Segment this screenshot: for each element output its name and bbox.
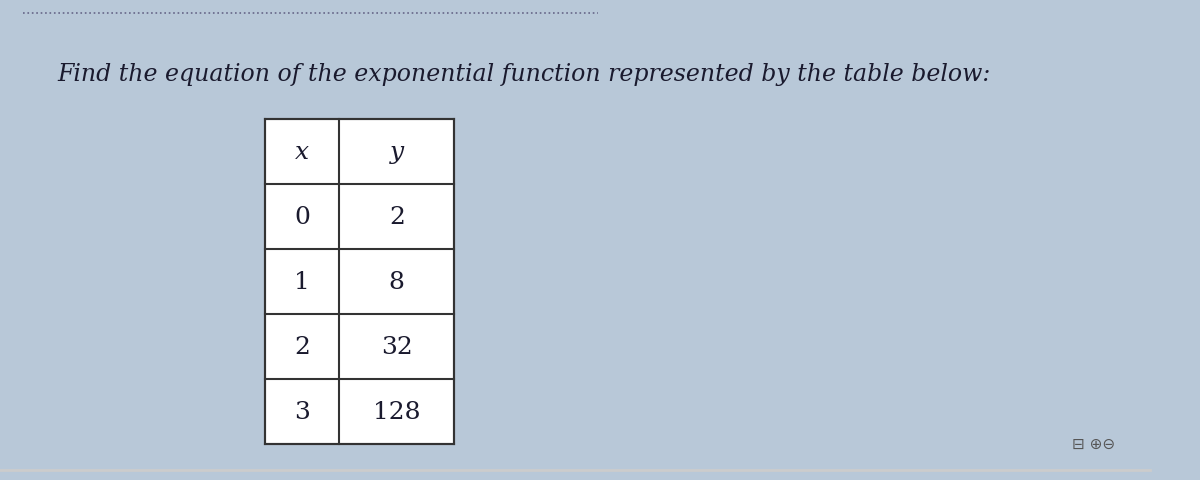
Text: 0: 0 bbox=[294, 206, 310, 228]
Text: 8: 8 bbox=[389, 271, 404, 293]
Text: 3: 3 bbox=[294, 400, 310, 423]
Text: 2: 2 bbox=[294, 336, 310, 358]
FancyBboxPatch shape bbox=[264, 120, 455, 444]
Text: 1: 1 bbox=[294, 271, 310, 293]
Text: ⊟ ⊕⊖: ⊟ ⊕⊖ bbox=[1073, 436, 1116, 451]
Text: 2: 2 bbox=[389, 206, 404, 228]
Text: 32: 32 bbox=[380, 336, 413, 358]
Text: 128: 128 bbox=[373, 400, 420, 423]
Text: x: x bbox=[295, 141, 308, 164]
Text: Find the equation of the exponential function represented by the table below:: Find the equation of the exponential fun… bbox=[58, 62, 991, 85]
Text: y: y bbox=[390, 141, 404, 164]
